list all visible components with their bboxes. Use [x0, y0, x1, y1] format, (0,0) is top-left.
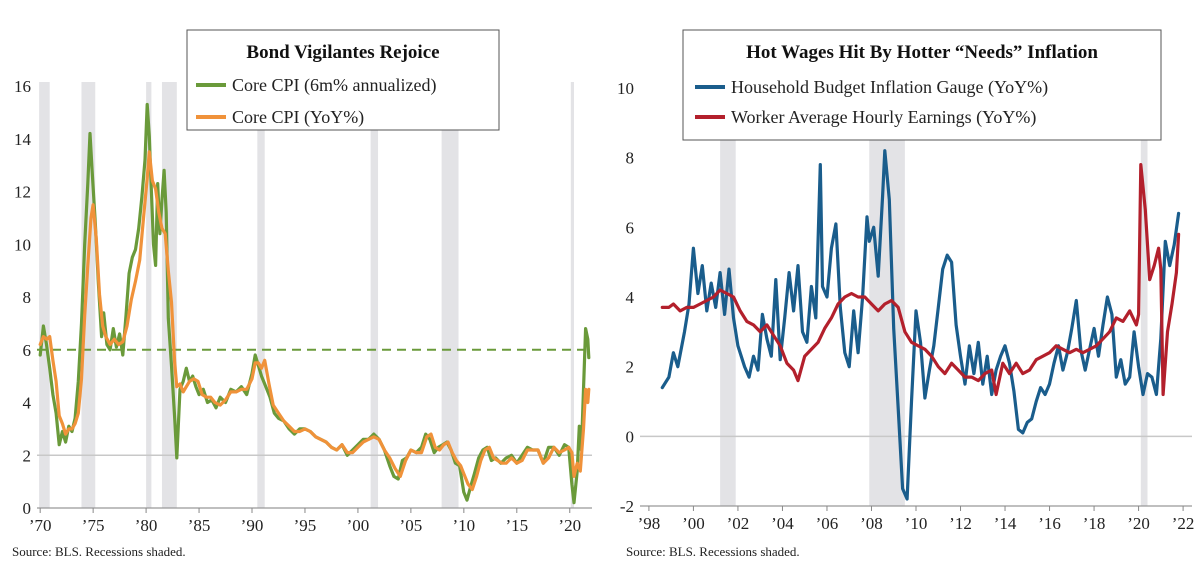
y-tick-label: 0	[626, 427, 635, 446]
series-lines	[38, 102, 591, 505]
y-axis-ticks: 0 2 4 6 8 10 12 14 16	[14, 77, 32, 518]
x-tick-label: ’15	[505, 516, 528, 535]
x-tick-label: ’85	[188, 516, 211, 535]
legend: Bond Vigilantes Rejoice Core CPI (6m% an…	[186, 29, 500, 131]
source-note: Source: BLS. Recessions shaded.	[626, 544, 800, 559]
y-tick-label: 8	[23, 288, 32, 307]
y-tick-label: 8	[626, 149, 635, 168]
legend-label-series-1: Core CPI (6m% annualized)	[232, 75, 436, 96]
series-line-1	[660, 149, 1181, 501]
y-tick-label: 2	[23, 446, 32, 465]
legend-label-series-1: Household Budget Inflation Gauge (YoY%)	[731, 77, 1048, 98]
x-tick-label: ’10	[905, 514, 928, 533]
legend-label-series-2: Worker Average Hourly Earnings (YoY%)	[731, 107, 1036, 128]
series-line-2	[38, 150, 591, 492]
x-tick-label: ’20	[558, 516, 581, 535]
series-line-1	[38, 102, 591, 505]
y-tick-label: 6	[23, 341, 32, 360]
recession-band-3	[146, 82, 152, 508]
recession-band-7	[441, 82, 459, 508]
x-tick-label: ’06	[816, 514, 839, 533]
x-tick-label: ’16	[1038, 514, 1061, 533]
legend: Hot Wages Hit By Hotter “Needs” Inflatio…	[682, 29, 1162, 141]
x-axis-ticks: ’70 ’75 ’80 ’85 ’90 ’95 ’00 ’05 ’10 ’15 ’20	[29, 508, 581, 535]
recession-band-5	[257, 82, 265, 508]
chart-title: Bond Vigilantes Rejoice	[246, 42, 439, 63]
chart-title: Hot Wages Hit By Hotter “Needs” Inflatio…	[746, 42, 1098, 63]
legend-box	[682, 29, 1162, 141]
x-tick-label: ’98	[638, 514, 661, 533]
chart-right: -2 0 2 4 6 8 10 ’98 ’00 ’02 ’04 ’06 ’08 ’10 ’12 ’14 ’16…	[617, 29, 1195, 559]
recession-band-8	[570, 82, 574, 508]
y-tick-label: 10	[14, 235, 31, 254]
x-tick-label: ’14	[994, 514, 1017, 533]
x-tick-label: ’00	[682, 514, 705, 533]
x-tick-label: ’20	[1127, 514, 1150, 533]
x-tick-label: ’90	[241, 516, 264, 535]
y-tick-label: 16	[14, 77, 31, 96]
source-note: Source: BLS. Recessions shaded.	[12, 544, 186, 559]
y-tick-label: 12	[14, 183, 31, 202]
recession-band-3	[1140, 84, 1148, 506]
x-tick-label: ’00	[347, 516, 370, 535]
x-tick-label: ’70	[29, 516, 52, 535]
legend-box	[186, 29, 500, 131]
recession-band-1	[39, 82, 50, 508]
series-lines	[660, 149, 1181, 501]
x-tick-label: ’80	[135, 516, 158, 535]
gridlines	[37, 348, 592, 509]
y-tick-label: 4	[23, 394, 32, 413]
legend-label-series-2: Core CPI (YoY%)	[232, 107, 364, 128]
y-tick-label: 0	[23, 499, 32, 518]
x-tick-label: ’95	[294, 516, 317, 535]
y-tick-label: 6	[626, 218, 635, 237]
x-tick-label: ’10	[453, 516, 476, 535]
y-axis-ticks: -2 0 2 4 6 8 10	[617, 79, 635, 516]
x-tick-label: ’75	[82, 516, 105, 535]
x-axis-ticks: ’98 ’00 ’02 ’04 ’06 ’08 ’10 ’12 ’14 ’16 ’18 ’20 ’22	[638, 506, 1195, 533]
chart-left: 0 2 4 6 8 10 12 14 16 ’70 ’75 ’80 ’85 ’90 ’95 ’00 ’05 ’1…	[12, 29, 592, 559]
recession-band-6	[370, 82, 379, 508]
y-tick-label: 4	[626, 288, 635, 307]
x-tick-label: ’05	[400, 516, 423, 535]
y-tick-label: -2	[620, 497, 634, 516]
x-tick-label: ’02	[727, 514, 750, 533]
y-tick-label: 10	[617, 79, 634, 98]
x-tick-label: ’22	[1172, 514, 1195, 533]
x-tick-label: ’18	[1083, 514, 1106, 533]
x-tick-label: ’04	[771, 514, 794, 533]
y-tick-label: 2	[626, 358, 635, 377]
recession-bands	[720, 84, 1148, 506]
x-tick-label: ’12	[949, 514, 972, 533]
recession-bands	[39, 82, 574, 508]
y-tick-label: 14	[14, 130, 32, 149]
series-line-2	[660, 163, 1181, 397]
x-tick-label: ’08	[860, 514, 883, 533]
